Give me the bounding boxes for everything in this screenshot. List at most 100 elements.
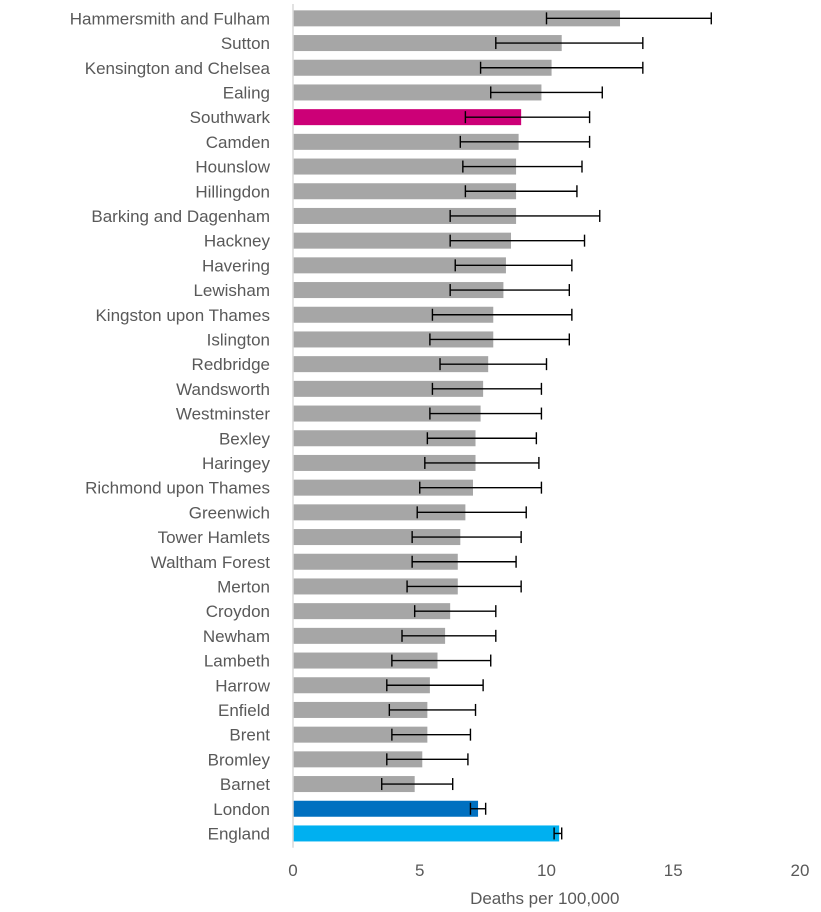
category-label-waltham-forest: Waltham Forest <box>151 553 271 572</box>
category-label-harrow: Harrow <box>215 676 271 695</box>
error-bar-lambeth <box>391 654 492 667</box>
bar-croydon <box>293 603 451 620</box>
bar-greenwich <box>293 504 466 521</box>
bar-wandsworth <box>293 380 484 397</box>
x-tick-label-5: 5 <box>415 861 424 880</box>
bar-havering <box>293 257 506 274</box>
bar-haringey <box>293 454 476 471</box>
category-label-richmond-upon-thames: Richmond upon Thames <box>85 479 270 498</box>
bar-sutton <box>293 35 562 52</box>
category-label-westminster: Westminster <box>176 405 270 424</box>
category-label-hounslow: Hounslow <box>195 158 270 177</box>
bar-westminster <box>293 405 481 422</box>
error-bar-richmond-upon-thames <box>419 481 543 494</box>
bar-southwark <box>293 109 522 126</box>
error-bar-merton <box>406 580 522 593</box>
x-tick-label-20: 20 <box>791 861 810 880</box>
error-bar-ealing <box>490 86 603 99</box>
category-label-camden: Camden <box>206 133 270 152</box>
error-bar-harrow <box>386 679 484 692</box>
bar-england <box>293 825 560 842</box>
bar-merton <box>293 578 458 595</box>
bar-enfield <box>293 701 428 718</box>
error-bar-sutton <box>495 37 644 50</box>
error-bar-hounslow <box>462 160 583 173</box>
category-label-lambeth: Lambeth <box>204 652 270 671</box>
category-label-hackney: Hackney <box>204 232 271 251</box>
category-label-hammersmith-and-fulham: Hammersmith and Fulham <box>70 9 270 28</box>
category-label-kensington-and-chelsea: Kensington and Chelsea <box>85 59 271 78</box>
error-bar-croydon <box>413 605 497 618</box>
error-bar-greenwich <box>416 506 527 519</box>
error-bar-enfield <box>388 703 477 716</box>
bar-hounslow <box>293 158 517 175</box>
bar-harrow <box>293 677 430 694</box>
category-label-england: England <box>208 824 270 843</box>
bar-brent <box>293 726 428 743</box>
error-bars <box>381 12 712 840</box>
error-bar-hackney <box>449 234 586 247</box>
error-bar-havering <box>454 259 573 272</box>
category-label-ealing: Ealing <box>223 83 270 102</box>
bar-hillingdon <box>293 183 517 200</box>
bar-waltham-forest <box>293 553 458 570</box>
category-label-bromley: Bromley <box>208 750 271 769</box>
error-bar-bromley <box>386 753 469 766</box>
category-label-enfield: Enfield <box>218 701 270 720</box>
bar-bexley <box>293 430 476 447</box>
category-label-croydon: Croydon <box>206 602 270 621</box>
x-tick-label-10: 10 <box>537 861 556 880</box>
bar-newham <box>293 627 446 644</box>
category-label-barking-and-dagenham: Barking and Dagenham <box>91 207 270 226</box>
error-bar-barking-and-dagenham <box>449 209 601 222</box>
category-label-greenwich: Greenwich <box>189 503 270 522</box>
error-bar-bexley <box>426 432 538 445</box>
bar-barking-and-dagenham <box>293 207 517 224</box>
error-bar-southwark <box>464 111 591 124</box>
error-bar-redbridge <box>439 358 548 371</box>
category-label-lewisham: Lewisham <box>193 281 270 300</box>
bar-london <box>293 800 479 817</box>
bar-islington <box>293 331 494 348</box>
error-bar-brent <box>391 728 472 741</box>
error-bar-barnet <box>381 778 454 791</box>
category-label-london: London <box>213 800 270 819</box>
x-axis-ticks: 0 5 10 15 20 <box>288 861 809 880</box>
bar-bromley <box>293 751 423 768</box>
error-bar-westminster <box>429 407 543 420</box>
category-label-barnet: Barnet <box>220 775 270 794</box>
error-bar-hillingdon <box>464 185 578 198</box>
error-bar-wandsworth <box>431 382 543 395</box>
bar-kingston-upon-thames <box>293 306 494 323</box>
error-bar-london <box>469 802 487 815</box>
category-label-wandsworth: Wandsworth <box>176 380 270 399</box>
x-axis-title: Deaths per 100,000 <box>470 889 619 908</box>
category-label-sutton: Sutton <box>221 34 270 53</box>
category-label-tower-hamlets: Tower Hamlets <box>158 528 270 547</box>
error-bar-camden <box>459 135 591 148</box>
bar-barnet <box>293 776 415 793</box>
bars <box>293 10 621 842</box>
x-tick-label-0: 0 <box>288 861 297 880</box>
category-label-brent: Brent <box>229 726 270 745</box>
bar-lambeth <box>293 652 438 669</box>
error-bar-england <box>553 827 563 840</box>
category-label-redbridge: Redbridge <box>192 355 270 374</box>
category-label-haringey: Haringey <box>202 454 271 473</box>
category-label-havering: Havering <box>202 256 270 275</box>
error-bar-islington <box>429 333 571 346</box>
error-bar-kensington-and-chelsea <box>479 61 644 74</box>
bar-richmond-upon-thames <box>293 479 473 496</box>
category-labels: Hammersmith and Fulham Sutton Kensington a… <box>70 9 271 843</box>
error-bar-tower-hamlets <box>411 531 522 544</box>
x-tick-label-15: 15 <box>664 861 683 880</box>
category-label-islington: Islington <box>207 330 270 349</box>
category-label-newham: Newham <box>203 627 270 646</box>
error-bar-hammersmith-and-fulham <box>545 12 712 25</box>
bar-tower-hamlets <box>293 529 461 546</box>
bar-hackney <box>293 232 512 249</box>
category-label-hillingdon: Hillingdon <box>195 182 270 201</box>
bar-hammersmith-and-fulham <box>293 10 621 27</box>
error-bar-lewisham <box>449 284 571 297</box>
